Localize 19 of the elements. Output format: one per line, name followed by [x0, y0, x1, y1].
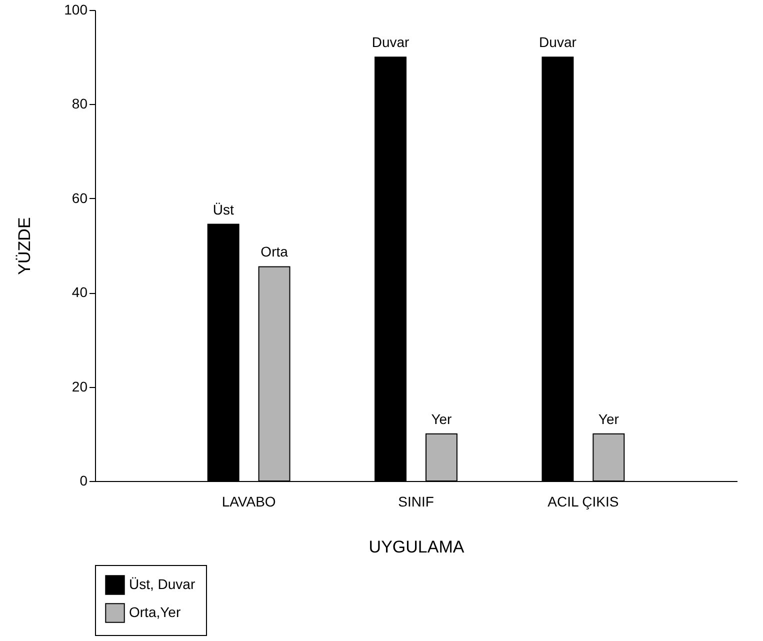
x-tick-label: SINIF	[398, 494, 434, 510]
y-tick-label: 100	[64, 2, 88, 18]
y-tick-label: 20	[72, 378, 88, 394]
x-axis-title: UYGULAMA	[368, 538, 465, 556]
y-tick-label: 0	[80, 472, 88, 488]
data-label: Yer	[598, 410, 620, 427]
y-tick-label: 40	[72, 284, 88, 300]
legend-label: Üst, Duvar	[129, 576, 196, 592]
y-tick-label: 60	[72, 190, 88, 206]
x-tick-label: LAVABO	[222, 494, 276, 510]
data-label: Duvar	[539, 34, 577, 50]
data-label: Orta	[260, 244, 288, 260]
data-label: Duvar	[372, 34, 410, 50]
data-label: Üst	[212, 201, 234, 218]
data-label: Yer	[431, 410, 452, 427]
x-tick-label: ACIL ÇIKIS	[548, 494, 619, 510]
y-tick-label: 80	[72, 96, 88, 112]
legend-label: Orta,Yer	[129, 604, 181, 620]
y-axis-title: YÜZDE	[15, 217, 34, 275]
